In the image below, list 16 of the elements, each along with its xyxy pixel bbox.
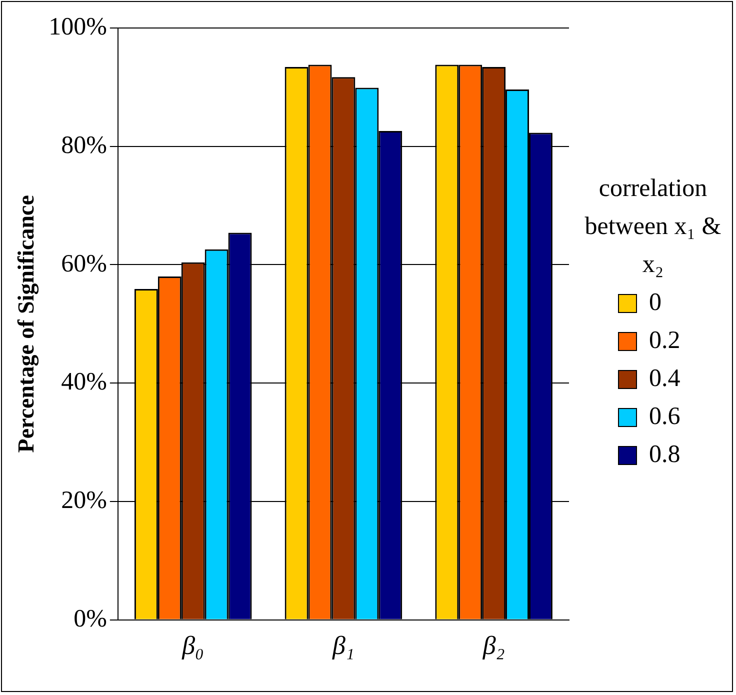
legend-label: 0.2	[649, 327, 680, 355]
legend-label: 0.8	[649, 441, 680, 469]
legend-label: 0	[649, 289, 662, 317]
y-tick-label: 80%	[61, 132, 107, 159]
y-tick-label: 60%	[61, 250, 107, 278]
x-tick-label: β₁	[331, 631, 354, 660]
y-tick-label: 40%	[61, 368, 107, 396]
y-axis-title: Percentage of Significance	[14, 195, 40, 453]
legend-title: correlation between x₁ & x₂	[584, 174, 722, 280]
x-tick-label: β₀	[181, 631, 204, 660]
y-tick-label: 0%	[74, 605, 107, 632]
y-tick-label: 100%	[48, 14, 107, 41]
y-tick-label: 20%	[61, 487, 107, 514]
legend-label: 0.6	[649, 403, 680, 431]
legend-label: 0.4	[649, 365, 680, 393]
x-tick-label: β₂	[482, 631, 505, 660]
